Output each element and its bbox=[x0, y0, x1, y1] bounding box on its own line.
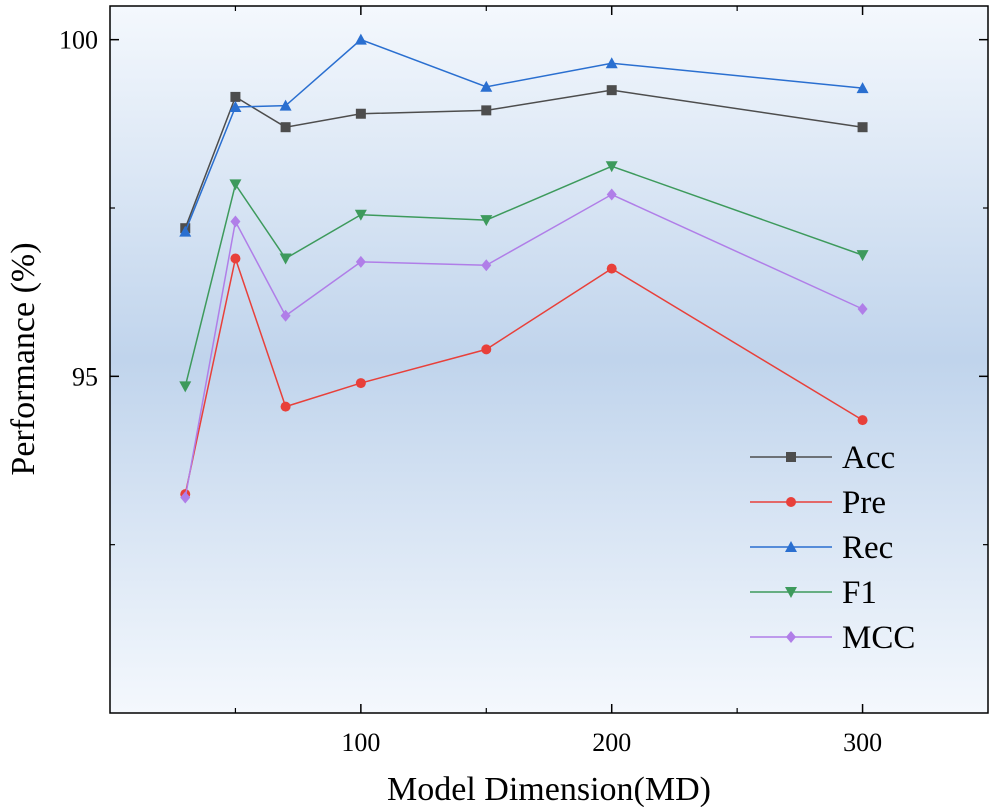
plot-frame bbox=[109, 5, 989, 714]
data-point-pre bbox=[280, 401, 291, 412]
legend-item-pre: Pre bbox=[750, 485, 886, 521]
series-pre bbox=[180, 253, 868, 500]
data-point-rec bbox=[856, 82, 869, 94]
data-point-mcc bbox=[857, 303, 868, 315]
legend-marker-f1 bbox=[785, 587, 797, 598]
legend-marker-mcc bbox=[786, 631, 796, 643]
series-mcc bbox=[180, 188, 868, 504]
legend-item-rec: Rec bbox=[750, 530, 893, 566]
data-point-f1 bbox=[605, 161, 618, 173]
y-axis-title: Performance (%) bbox=[5, 242, 42, 475]
legend: Acc Pre Rec F1 MCC bbox=[750, 440, 915, 656]
series-rec bbox=[179, 33, 869, 237]
data-point-acc bbox=[857, 122, 868, 133]
data-point-f1 bbox=[856, 250, 869, 262]
data-point-pre bbox=[606, 263, 617, 274]
data-point-f1 bbox=[179, 381, 192, 393]
legend-item-mcc: MCC bbox=[750, 620, 915, 656]
legend-item-acc: Acc bbox=[750, 440, 895, 476]
data-point-mcc bbox=[481, 259, 492, 272]
legend-label-rec: Rec bbox=[842, 530, 893, 566]
data-point-mcc bbox=[606, 188, 617, 201]
data-point-pre bbox=[481, 344, 492, 355]
data-point-rec bbox=[229, 101, 242, 112]
data-point-f1 bbox=[480, 215, 493, 227]
legend-label-acc: Acc bbox=[842, 440, 895, 476]
data-point-f1 bbox=[354, 209, 367, 221]
y-tick-label: 95 bbox=[72, 362, 98, 391]
data-point-mcc bbox=[280, 309, 291, 322]
data-point-rec bbox=[354, 33, 367, 45]
legend-label-mcc: MCC bbox=[842, 620, 915, 656]
data-point-pre bbox=[857, 415, 868, 426]
data-point-mcc bbox=[230, 215, 241, 228]
data-point-acc bbox=[606, 85, 617, 96]
x-tick-label: 300 bbox=[843, 728, 882, 757]
data-point-mcc bbox=[355, 255, 366, 268]
legend-marker-acc bbox=[786, 452, 796, 462]
data-point-acc bbox=[355, 108, 366, 119]
x-tick-label: 100 bbox=[341, 728, 380, 757]
x-axis-title: Model Dimension(MD) bbox=[387, 771, 711, 807]
data-point-rec bbox=[279, 99, 292, 111]
data-point-pre bbox=[230, 253, 241, 264]
ticks-layer: 100 200 300 95 100 bbox=[59, 6, 988, 757]
series-layer bbox=[179, 33, 869, 504]
data-point-f1 bbox=[279, 253, 292, 265]
data-point-acc bbox=[280, 122, 291, 133]
legend-item-f1: F1 bbox=[750, 575, 877, 611]
legend-marker-rec bbox=[785, 541, 797, 552]
legend-label-pre: Pre bbox=[842, 485, 886, 521]
y-tick-label: 100 bbox=[59, 26, 98, 55]
data-point-rec bbox=[480, 80, 493, 92]
data-point-pre bbox=[355, 378, 366, 389]
data-point-rec bbox=[605, 57, 618, 69]
data-point-acc bbox=[230, 91, 241, 102]
series-f1 bbox=[179, 161, 869, 393]
data-point-mcc bbox=[180, 491, 191, 504]
legend-label-f1: F1 bbox=[842, 575, 877, 611]
data-point-acc bbox=[481, 105, 492, 116]
data-point-rec bbox=[179, 225, 192, 237]
legend-marker-pre bbox=[786, 497, 796, 507]
x-tick-label: 200 bbox=[592, 728, 631, 757]
data-point-f1 bbox=[229, 179, 242, 191]
